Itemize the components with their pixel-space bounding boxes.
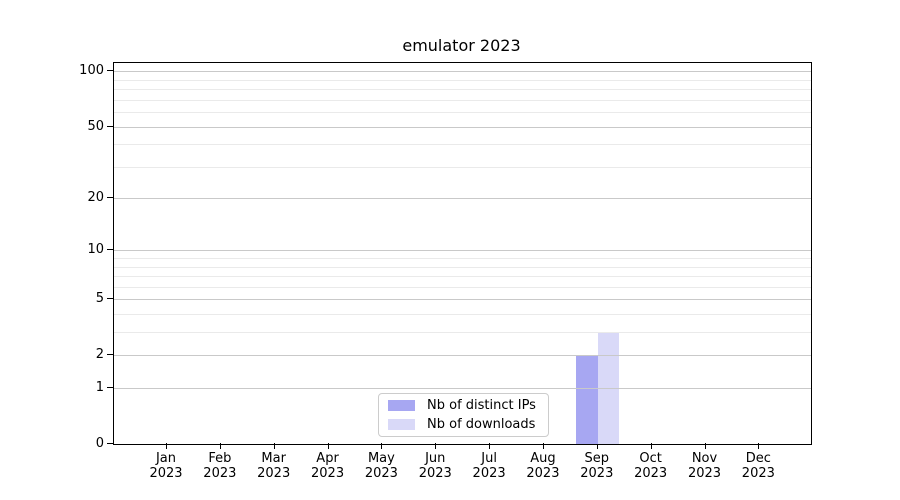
x-tick-month: Apr <box>316 451 339 466</box>
y-tick-label: 50 <box>87 118 104 134</box>
x-tick-month: Sep <box>584 451 610 466</box>
y-tick-mark <box>107 298 113 300</box>
gridline-major <box>114 71 811 73</box>
x-tick-label-aug: Aug 2023 <box>503 451 583 481</box>
gridline-minor <box>114 79 811 81</box>
plot-area <box>113 62 812 445</box>
x-tick-year: 2023 <box>526 466 560 481</box>
x-tick-month: May <box>367 451 395 466</box>
y-tick-mark <box>107 249 113 251</box>
legend-label-downloads: Nb of downloads <box>427 416 536 432</box>
x-tick-month: Nov <box>691 451 718 466</box>
y-tick-label: 10 <box>87 242 104 258</box>
y-tick-mark <box>107 443 113 444</box>
y-tick-mark <box>107 125 113 127</box>
x-tick-year: 2023 <box>203 466 237 481</box>
gridline-minor <box>114 266 811 268</box>
gridline-minor <box>114 112 811 114</box>
x-tick-month: Jun <box>425 451 446 466</box>
x-tick-mark <box>489 443 491 449</box>
gridline-major <box>114 299 811 301</box>
x-tick-label-sep: Sep 2023 <box>557 451 637 481</box>
x-tick-mark <box>327 443 329 449</box>
y-tick-mark <box>107 387 113 389</box>
x-tick-label-dec: Dec 2023 <box>718 451 798 481</box>
x-tick-mark <box>650 443 652 449</box>
chart-title: emulator 2023 <box>402 36 521 55</box>
legend-item-distinct-ips: Nb of distinct IPs <box>379 398 548 414</box>
x-tick-year: 2023 <box>580 466 614 481</box>
x-tick-year: 2023 <box>472 466 506 481</box>
x-tick-year: 2023 <box>149 466 183 481</box>
x-tick-month: Jul <box>481 451 497 466</box>
x-tick-label-mar: Mar 2023 <box>234 451 314 481</box>
x-tick-label-jun: Jun 2023 <box>395 451 475 481</box>
gridline-minor <box>114 166 811 168</box>
x-tick-label-oct: Oct 2023 <box>611 451 691 481</box>
x-tick-month: Aug <box>530 451 556 466</box>
y-tick-label: 100 <box>79 63 104 79</box>
y-tick-label: 1 <box>95 380 104 396</box>
gridline-minor <box>114 258 811 260</box>
x-tick-mark <box>381 443 383 449</box>
x-tick-label-may: May 2023 <box>341 451 421 481</box>
legend: Nb of distinct IPs Nb of downloads <box>378 393 549 437</box>
x-tick-year: 2023 <box>687 466 722 481</box>
x-tick-year: 2023 <box>418 466 452 481</box>
y-tick-mark <box>107 197 113 199</box>
gridline-minor <box>114 332 811 334</box>
x-tick-year: 2023 <box>634 466 668 481</box>
gridline-minor <box>114 314 811 316</box>
gridline-minor <box>114 144 811 146</box>
y-tick-label: 2 <box>95 347 104 363</box>
y-tick-label: 0 <box>95 436 104 451</box>
gridline-major <box>114 126 811 128</box>
gridline-minor <box>114 89 811 91</box>
x-tick-mark <box>435 443 437 449</box>
x-tick-label-feb: Feb 2023 <box>180 451 260 481</box>
x-tick-year: 2023 <box>311 466 345 481</box>
x-tick-mark <box>219 443 221 449</box>
x-tick-year: 2023 <box>741 466 775 481</box>
x-tick-label-jan: Jan 2023 <box>126 451 206 481</box>
x-tick-mark <box>542 443 544 449</box>
x-tick-label-jul: Jul 2023 <box>449 451 529 481</box>
y-tick-label: 5 <box>95 291 104 307</box>
x-tick-mark <box>596 443 598 449</box>
x-tick-month: Feb <box>208 451 232 466</box>
gridline-major <box>114 250 811 252</box>
y-tick-label: 20 <box>87 190 104 206</box>
gridline-minor <box>114 286 811 288</box>
x-tick-month: Oct <box>639 451 662 466</box>
x-tick-month: Dec <box>745 451 771 466</box>
x-tick-label-apr: Apr 2023 <box>288 451 368 481</box>
gridline-major <box>114 198 811 200</box>
gridline-minor <box>114 99 811 101</box>
gridline-major <box>114 355 811 357</box>
y-tick-mark <box>107 354 113 356</box>
x-tick-year: 2023 <box>364 466 398 481</box>
x-tick-month: Mar <box>261 451 286 466</box>
legend-swatch-downloads <box>388 419 415 430</box>
x-tick-mark <box>166 443 167 449</box>
gridline-minor <box>114 276 811 278</box>
bar-distinct-ips-sep <box>576 355 598 444</box>
x-tick-mark <box>273 443 275 449</box>
x-tick-mark <box>758 443 760 449</box>
y-tick-mark <box>107 70 113 72</box>
x-tick-month: Jan <box>155 451 177 466</box>
x-tick-label-nov: Nov 2023 <box>665 451 745 481</box>
gridline-major <box>114 388 811 390</box>
x-tick-year: 2023 <box>257 466 291 481</box>
legend-swatch-distinct-ips <box>388 400 415 411</box>
legend-label-distinct-ips: Nb of distinct IPs <box>427 397 536 413</box>
x-tick-mark <box>704 443 706 449</box>
legend-item-downloads: Nb of downloads <box>379 417 548 433</box>
